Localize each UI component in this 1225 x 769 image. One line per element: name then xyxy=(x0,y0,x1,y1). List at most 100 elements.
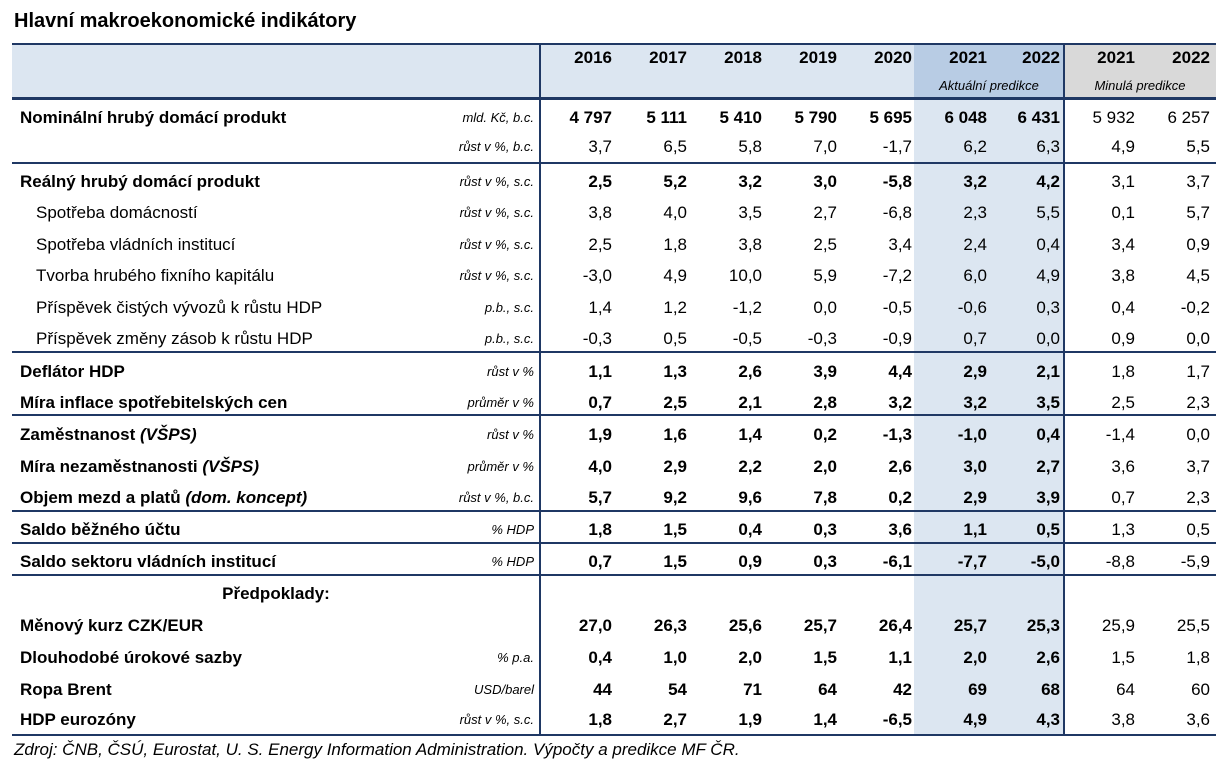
table-cell: 6 257 xyxy=(1167,108,1210,127)
table-cell: 1,8 xyxy=(588,520,612,539)
table-row: Spotřeba domácností růst v %, s.c. 3,8 4,0 3… xyxy=(12,198,1216,228)
table-cell: 3,4 xyxy=(888,235,912,254)
table-cell: 0,9 xyxy=(1186,235,1210,254)
table-cell: 27,0 xyxy=(578,616,612,635)
table-cell: 0,0 xyxy=(1186,425,1210,444)
table-cell: -6,8 xyxy=(882,203,912,222)
row-unit: růst v %, s.c. xyxy=(459,237,534,252)
row-unit: růst v % xyxy=(487,364,534,379)
table-cell: 2,3 xyxy=(1186,393,1210,412)
table-cell: -3,0 xyxy=(582,266,612,285)
row-label-text: Spotřeba domácností xyxy=(36,203,198,222)
row-label-text: HDP eurozóny xyxy=(20,710,136,729)
previous-forecast-header-background xyxy=(1064,43,1216,98)
table-cell: 25,9 xyxy=(1101,616,1135,635)
table-cell: 0,7 xyxy=(588,552,612,571)
row-label: Objem mezd a platů (dom. koncept) xyxy=(20,483,307,513)
table-cell: 6 431 xyxy=(1017,108,1060,127)
row-label-text: Reálný hrubý domácí produkt xyxy=(20,172,260,191)
table-cell: 0,3 xyxy=(813,552,837,571)
table-cell: 5,5 xyxy=(1186,137,1210,156)
table-cell: 4,9 xyxy=(1036,266,1060,285)
table-cell: -6,5 xyxy=(882,710,912,729)
table-cell: 6,3 xyxy=(1036,137,1060,156)
table-row: růst v %, b.c. 3,7 6,5 5,8 7,0 -1,7 6,2 6,3 4,9 5… xyxy=(12,132,1216,162)
row-label: Nominální hrubý domácí produkt xyxy=(20,103,286,133)
table-cell: -0,5 xyxy=(882,298,912,317)
table-cell: 25,7 xyxy=(803,616,837,635)
table-cell: 3,6 xyxy=(1111,457,1135,476)
row-label-note: (VŠPS) xyxy=(197,457,260,476)
row-label-text: Nominální hrubý domácí produkt xyxy=(20,108,287,127)
row-unit: průměr v % xyxy=(467,395,534,410)
vertical-rule xyxy=(539,43,541,736)
year-header: 2017 xyxy=(649,48,687,67)
row-label: Měnový kurz CZK/EUR xyxy=(20,611,203,641)
table-row: Míra inflace spotřebitelských cen průměr … xyxy=(12,388,1216,418)
table-cell: 2,5 xyxy=(1111,393,1135,412)
table-cell: 9,2 xyxy=(663,488,687,507)
table-cell: 1,4 xyxy=(813,710,837,729)
row-label-note: (VŠPS) xyxy=(135,425,197,444)
year-header: 2021 xyxy=(1097,48,1135,67)
table-cell: -0,5 xyxy=(732,329,762,348)
table-row: Nominální hrubý domácí produkt mld. Kč, b… xyxy=(12,103,1216,133)
table-cell: 2,7 xyxy=(1036,457,1060,476)
table-cell: 0,9 xyxy=(1111,329,1135,348)
table-cell: 1,5 xyxy=(813,648,837,667)
horizontal-rule xyxy=(12,351,1216,353)
horizontal-rule xyxy=(12,162,1216,164)
year-header: 2022 xyxy=(1022,48,1060,67)
table-cell: 2,6 xyxy=(888,457,912,476)
table-cell: 1,3 xyxy=(1111,520,1135,539)
row-label-text: Dlouhodobé úrokové sazby xyxy=(20,648,242,667)
table-cell: 1,1 xyxy=(588,362,612,381)
table-cell: 4,9 xyxy=(963,710,987,729)
table-cell: 3,2 xyxy=(888,393,912,412)
row-label-text: Míra inflace spotřebitelských cen xyxy=(20,393,288,412)
row-unit: USD/barel xyxy=(474,682,534,697)
table-cell: 3,5 xyxy=(738,203,762,222)
table-cell: 2,5 xyxy=(813,235,837,254)
table-cell: 1,4 xyxy=(738,425,762,444)
table-cell: 1,1 xyxy=(963,520,987,539)
table-cell: 0,1 xyxy=(1111,203,1135,222)
year-header: 2018 xyxy=(724,48,762,67)
table-cell: 0,2 xyxy=(813,425,837,444)
row-label-text: Příspěvek změny zásob k růstu HDP xyxy=(36,329,313,348)
table-cell: 3,8 xyxy=(1111,266,1135,285)
table-cell: -0,9 xyxy=(882,329,912,348)
table-cell: 0,4 xyxy=(1036,235,1060,254)
table-cell: 4,4 xyxy=(888,362,912,381)
source-note: Zdroj: ČNB, ČSÚ, Eurostat, U. S. Energy … xyxy=(14,740,740,759)
table-cell: -6,1 xyxy=(882,552,912,571)
table-cell: 25,3 xyxy=(1026,616,1060,635)
table-cell: 3,1 xyxy=(1111,172,1135,191)
table-cell: 0,0 xyxy=(1036,329,1060,348)
horizontal-rule xyxy=(12,414,1216,416)
row-unit: růst v % xyxy=(487,427,534,442)
vertical-rule xyxy=(1063,43,1065,736)
table-cell: 25,7 xyxy=(953,616,987,635)
table-cell: 60 xyxy=(1191,680,1210,699)
table-cell: 2,2 xyxy=(738,457,762,476)
table-cell: 1,6 xyxy=(663,425,687,444)
table-row: Dlouhodobé úrokové sazby % p.a. 0,4 1,0 2,0 1… xyxy=(12,643,1216,673)
table-cell: 0,7 xyxy=(963,329,987,348)
table-cell: 5,2 xyxy=(663,172,687,191)
year-header: 2020 xyxy=(874,48,912,67)
table-cell: -1,7 xyxy=(882,137,912,156)
table-cell: 4,0 xyxy=(663,203,687,222)
table-cell: 44 xyxy=(593,680,612,699)
table-cell: 5,5 xyxy=(1036,203,1060,222)
row-unit: růst v %, s.c. xyxy=(459,205,534,220)
row-unit: mld. Kč, b.c. xyxy=(462,110,534,125)
row-unit: růst v %, s.c. xyxy=(459,268,534,283)
table-cell: 1,9 xyxy=(588,425,612,444)
table-cell: 1,3 xyxy=(663,362,687,381)
table-cell: 4,0 xyxy=(588,457,612,476)
year-header: 2022 xyxy=(1172,48,1210,67)
table-cell: 1,5 xyxy=(1111,648,1135,667)
table-cell: 64 xyxy=(1116,680,1135,699)
table-row: Objem mezd a platů (dom. koncept) růst v … xyxy=(12,483,1216,513)
